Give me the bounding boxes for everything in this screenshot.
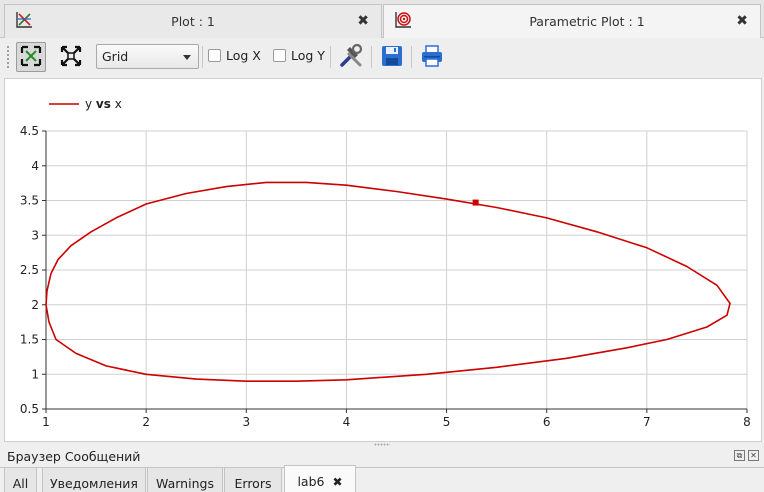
message-tabs: All Уведомления Warnings Errors lab6 ✖ <box>0 465 764 492</box>
print-button[interactable] <box>417 42 447 72</box>
x-tick-label: 6 <box>543 415 551 429</box>
x-tick-label: 7 <box>643 415 651 429</box>
save-button[interactable] <box>377 42 407 72</box>
tab-label: Errors <box>234 476 272 491</box>
tab-label: Уведомления <box>50 476 138 491</box>
close-icon[interactable]: ✖ <box>736 13 748 29</box>
tab-label: Warnings <box>156 476 214 491</box>
y-tick-label: 2 <box>31 298 39 312</box>
tab-lab6[interactable]: lab6 ✖ <box>284 465 356 492</box>
x-tick-label: 8 <box>743 415 751 429</box>
plot-toolbar: Grid Log X Log Y <box>0 38 764 76</box>
tab-label: Parametric Plot : 1 <box>529 14 645 29</box>
x-tick-label: 3 <box>242 415 250 429</box>
x-tick-label: 2 <box>142 415 150 429</box>
parametric-plot-icon <box>394 11 412 29</box>
message-browser-title: Браузер Сообщений <box>7 449 141 464</box>
y-tick-label: 4.5 <box>20 124 39 138</box>
toolbar-grip[interactable] <box>6 45 10 69</box>
y-tick-label: 2.5 <box>20 263 39 277</box>
log-x-checkbox[interactable] <box>208 49 221 62</box>
toolbar-separator <box>371 46 372 68</box>
close-icon[interactable]: ✖ <box>357 13 369 29</box>
tab-parametric-plot-1[interactable]: Parametric Plot : 1 ✖ <box>383 4 761 39</box>
tab-all[interactable]: All <box>4 468 37 492</box>
plot-canvas[interactable]: 1 2 3 4 5 6 7 80.511.522.533.544.5y vs x <box>5 79 763 443</box>
y-tick-label: 1.5 <box>20 333 39 347</box>
save-icon <box>380 44 404 71</box>
y-tick-label: 3 <box>31 228 39 242</box>
grid-select[interactable]: Grid <box>96 44 199 69</box>
x-tick-label: 5 <box>443 415 451 429</box>
x-tick-label: 1 <box>42 415 50 429</box>
y-tick-label: 0.5 <box>20 402 39 416</box>
tab-warnings[interactable]: Warnings <box>147 468 223 492</box>
setup-button[interactable] <box>336 42 366 72</box>
close-icon[interactable]: ✕ <box>748 450 759 461</box>
series-line <box>45 181 731 383</box>
log-y-label[interactable]: Log Y <box>291 48 325 63</box>
fit-in-view-icon <box>19 44 43 71</box>
tab-label: lab6 <box>297 474 325 489</box>
tab-label: Plot : 1 <box>171 14 215 29</box>
chevron-down-icon <box>183 55 191 60</box>
legend-label: y vs x <box>85 97 122 111</box>
tab-plot-1[interactable]: Plot : 1 ✖ <box>4 4 382 38</box>
series-marker <box>472 199 479 206</box>
parametric-plot-area[interactable]: 1 2 3 4 5 6 7 8 0.5 1 1.5 2 2.5 3 3.5 4 4.5 y vs x <box>4 78 762 442</box>
fit-in-view-button[interactable] <box>16 42 46 72</box>
tab-errors[interactable]: Errors <box>224 468 282 492</box>
x-tick-label: 4 <box>343 415 351 429</box>
plot-icon <box>15 11 33 29</box>
y-tick-label: 1 <box>31 367 39 381</box>
toolbar-separator <box>202 46 203 68</box>
close-icon[interactable]: ✖ <box>332 475 343 489</box>
plot-tab-bar: Plot : 1 ✖ Parametric Plot : 1 ✖ <box>0 0 764 39</box>
toolbar-separator <box>411 46 412 68</box>
expand-button[interactable] <box>56 42 86 72</box>
print-icon <box>420 44 444 71</box>
float-icon[interactable]: ⧉ <box>734 450 745 461</box>
tab-label: All <box>12 476 29 491</box>
message-browser-header: Браузер Сообщений ⧉ ✕ <box>0 447 764 466</box>
setup-tools-icon <box>338 43 364 72</box>
splitter-handle[interactable] <box>374 443 390 446</box>
toolbar-separator <box>330 46 331 68</box>
y-tick-label: 3.5 <box>20 194 39 208</box>
expand-icon <box>59 44 83 71</box>
log-x-label[interactable]: Log X <box>226 48 261 63</box>
y-tick-label: 4 <box>31 159 39 173</box>
tab-notifications[interactable]: Уведомления <box>42 468 146 492</box>
grid-select-value: Grid <box>102 49 129 64</box>
log-y-checkbox[interactable] <box>273 49 286 62</box>
